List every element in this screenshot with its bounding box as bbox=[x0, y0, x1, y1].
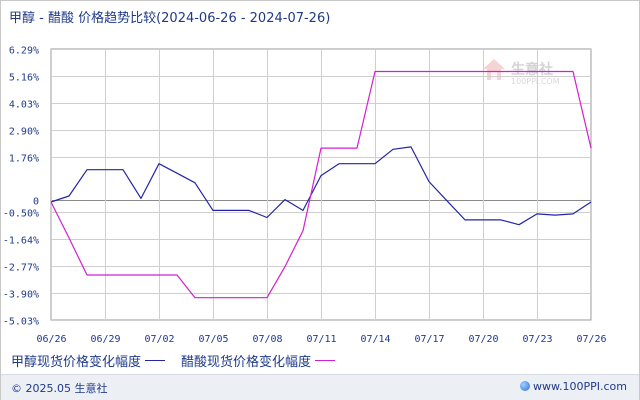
y-tick-label: -3.90% bbox=[3, 290, 39, 301]
house-logo-icon bbox=[483, 59, 505, 80]
footer-site-url: www.100PPI.com bbox=[533, 380, 627, 393]
y-tick-label: 5.16% bbox=[9, 73, 39, 84]
x-tick-label: 07/26 bbox=[576, 334, 606, 345]
x-tick-label: 06/29 bbox=[90, 334, 120, 345]
line-chart: 6.29% 5.16% 4.03% 2.90% 1.76% 0-0.50% -1.64% -2… bbox=[3, 46, 607, 346]
footer-copyright: © 2025.05 生意社 bbox=[11, 382, 108, 395]
legend-item-series-2: 醋酸现货价格变化幅度 bbox=[181, 351, 336, 370]
footer: © 2025.05 生意社 www.100PPI.com bbox=[1, 374, 639, 400]
series-line-2 bbox=[50, 70, 592, 299]
y-tick-label: -5.03% bbox=[3, 317, 39, 328]
y-tick-label: 1.76% bbox=[9, 154, 39, 165]
footer-site[interactable]: www.100PPI.com bbox=[520, 380, 627, 393]
y-tick-label: 2.90% bbox=[9, 127, 39, 138]
legend-swatch-series-2 bbox=[315, 360, 336, 361]
y-tick-label: -0.50% bbox=[3, 209, 39, 220]
chart-title: 甲醇 - 醋酸 价格趋势比较(2024-06-26 - 2024-07-26) bbox=[9, 11, 331, 26]
x-tick-label: 07/17 bbox=[414, 334, 444, 345]
legend-label-series-1: 甲醇现货价格变化幅度 bbox=[11, 355, 142, 370]
x-tick-label: 07/05 bbox=[198, 334, 228, 345]
series-line-1 bbox=[50, 146, 592, 226]
x-tick-label: 07/14 bbox=[360, 334, 390, 345]
legend-swatch-series-1 bbox=[145, 360, 166, 361]
y-tick-label: 0 bbox=[33, 197, 39, 208]
legend-item-series-1: 甲醇现货价格变化幅度 bbox=[11, 351, 166, 370]
x-tick-label: 07/08 bbox=[252, 334, 282, 345]
watermark-name: 生意社 bbox=[511, 62, 553, 78]
globe-icon bbox=[520, 381, 531, 391]
x-tick-label: 06/26 bbox=[36, 334, 66, 345]
y-tick-label: -2.77% bbox=[3, 263, 39, 274]
watermark-url: 100PPI.COM bbox=[511, 77, 560, 86]
x-tick-label: 07/20 bbox=[468, 334, 498, 345]
x-tick-label: 07/02 bbox=[144, 334, 174, 345]
x-tick-label: 07/11 bbox=[306, 334, 336, 345]
legend-label-series-2: 醋酸现货价格变化幅度 bbox=[181, 355, 312, 370]
legend: 甲醇现货价格变化幅度 醋酸现货价格变化幅度 bbox=[11, 351, 351, 370]
y-tick-label: 6.29% bbox=[9, 46, 39, 57]
x-tick-label: 07/23 bbox=[522, 334, 552, 345]
y-tick-label: 4.03% bbox=[9, 100, 39, 111]
watermark: 生意社 100PPI.COM bbox=[481, 57, 591, 97]
y-tick-label: -1.64% bbox=[3, 236, 39, 247]
